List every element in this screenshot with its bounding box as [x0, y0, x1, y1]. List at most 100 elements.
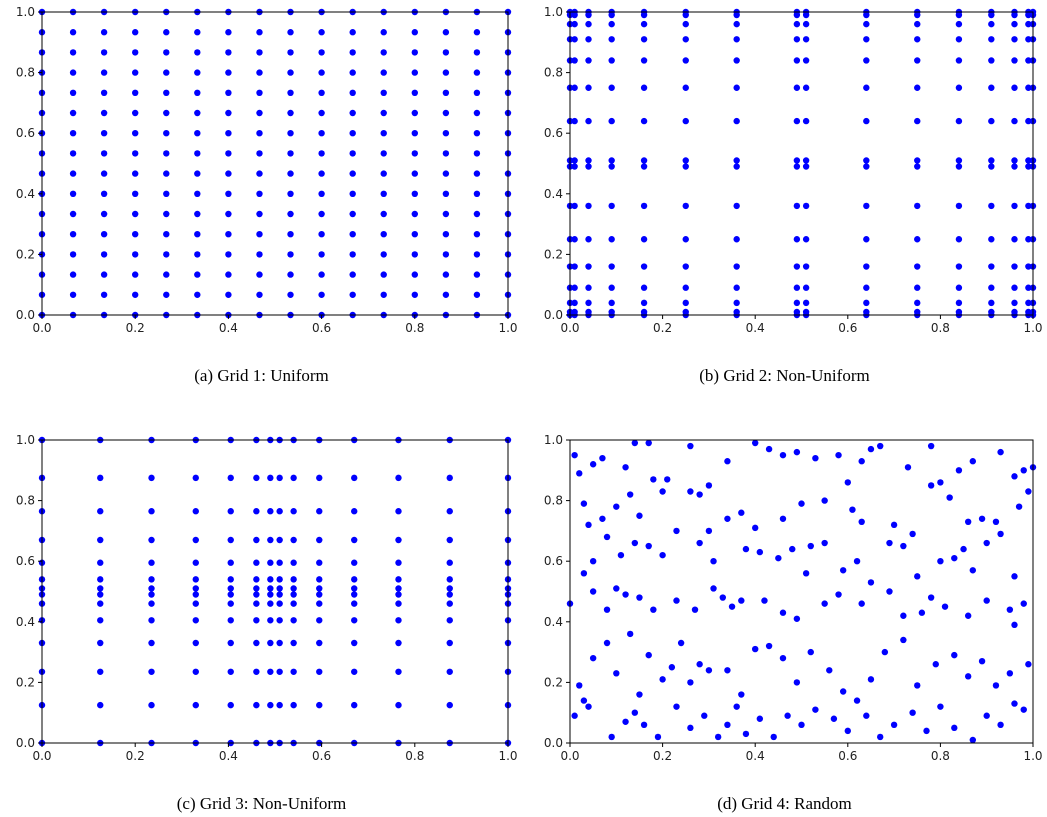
data-point — [914, 57, 921, 64]
data-point — [585, 263, 592, 270]
data-point — [148, 508, 155, 515]
data-point — [798, 721, 805, 729]
data-point — [585, 202, 592, 210]
data-point — [955, 57, 963, 64]
data-point — [1011, 308, 1018, 316]
data-point — [937, 479, 944, 486]
data-point — [724, 667, 731, 674]
data-point — [132, 251, 139, 258]
data-point — [849, 506, 856, 513]
data-point — [955, 20, 963, 28]
data-point — [148, 536, 155, 544]
data-point — [645, 542, 652, 550]
data-point — [316, 508, 323, 515]
data-point — [253, 591, 260, 598]
data-point — [316, 639, 323, 647]
data-point — [798, 500, 805, 507]
data-point — [163, 271, 170, 278]
data-point — [687, 724, 694, 732]
data-point — [318, 190, 325, 197]
data-point — [599, 454, 606, 462]
data-point — [446, 701, 453, 709]
data-point — [69, 291, 77, 298]
data-point — [351, 585, 358, 592]
x-tick-label: 0.6 — [312, 749, 331, 763]
data-point — [100, 190, 108, 197]
data-point — [599, 515, 606, 522]
data-point — [1011, 163, 1018, 170]
data-point — [192, 576, 199, 583]
y-tick-label: 0.8 — [544, 494, 563, 508]
data-point — [351, 508, 358, 515]
data-point — [97, 576, 104, 583]
data-point — [97, 701, 104, 709]
data-point — [687, 442, 694, 450]
data-point — [349, 190, 356, 197]
data-point — [267, 559, 274, 566]
data-point — [951, 724, 958, 732]
data-point — [914, 20, 921, 28]
data-point — [132, 130, 139, 137]
data-point — [784, 712, 791, 719]
data-point — [473, 130, 481, 137]
data-point — [349, 210, 356, 218]
data-point — [585, 84, 592, 91]
data-point — [1011, 84, 1018, 91]
data-point — [988, 263, 995, 270]
data-point — [395, 576, 402, 583]
data-point — [256, 49, 263, 56]
data-point — [682, 284, 689, 291]
data-point — [682, 263, 689, 270]
data-point — [613, 503, 620, 510]
data-point — [442, 271, 450, 278]
x-tick-label: 0.6 — [838, 749, 857, 763]
data-point — [802, 236, 810, 243]
data-point — [867, 579, 875, 586]
data-point — [793, 308, 801, 316]
y-tick-label: 0.6 — [544, 554, 563, 568]
data-point — [955, 117, 963, 125]
data-point — [835, 451, 842, 459]
data-point — [163, 190, 170, 197]
data-point — [442, 291, 450, 298]
data-point — [571, 20, 578, 28]
data-point — [253, 508, 260, 515]
data-point — [886, 588, 893, 595]
data-point — [571, 236, 578, 243]
data-point — [349, 291, 356, 298]
data-point — [351, 639, 358, 647]
subplot-d-svg: 0.0 0.2 0.4 0.6 0.8 1.0 0.0 0.2 0.4 0.6 0.8 1.0 — [544, 433, 1043, 763]
data-point — [844, 727, 851, 735]
data-point — [664, 476, 671, 483]
data-point — [349, 49, 356, 56]
data-point — [914, 163, 921, 170]
data-point — [608, 263, 615, 270]
data-point — [267, 591, 274, 598]
y-tick-label: 0.0 — [16, 736, 35, 750]
data-point — [802, 20, 810, 28]
data-point — [997, 721, 1004, 729]
data-point — [395, 508, 402, 515]
data-point — [1011, 700, 1018, 707]
caption-b: (b) Grid 2: Non-Uniform — [699, 366, 870, 385]
data-point — [983, 597, 990, 604]
data-point — [290, 536, 297, 544]
data-point — [253, 576, 260, 583]
data-point — [687, 488, 694, 495]
data-point — [877, 733, 884, 741]
data-point — [978, 515, 986, 522]
data-point — [724, 515, 731, 522]
y-tick-label: 0.8 — [16, 66, 35, 80]
data-point — [608, 308, 615, 316]
data-point — [253, 617, 260, 624]
data-point — [225, 291, 232, 298]
data-point — [640, 36, 648, 43]
data-point — [227, 701, 234, 709]
data-point — [691, 606, 699, 613]
data-point — [867, 445, 875, 453]
data-point — [473, 230, 481, 238]
x-tick-label: 0.8 — [405, 749, 424, 763]
data-point — [631, 709, 639, 716]
data-point — [349, 69, 356, 76]
data-point — [192, 617, 199, 624]
